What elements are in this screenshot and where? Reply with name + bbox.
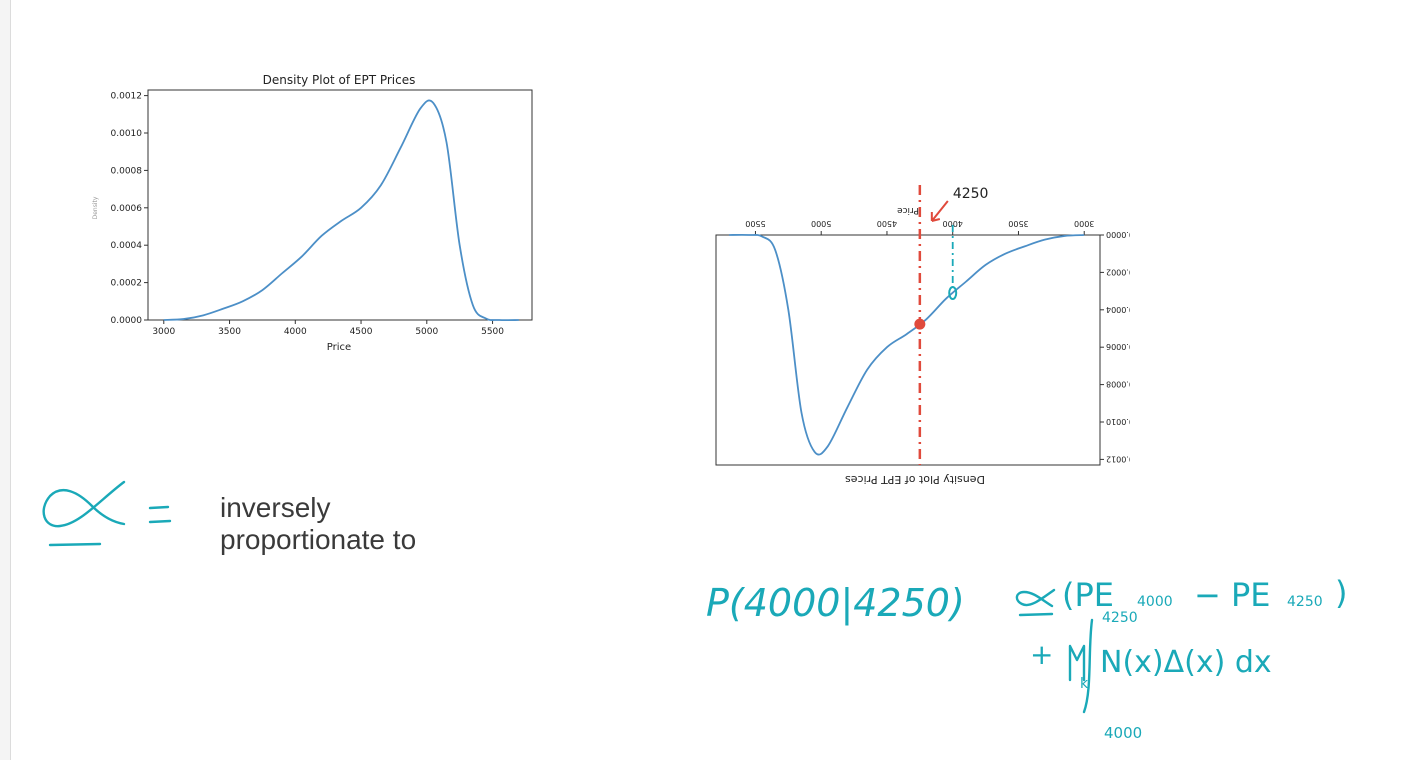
note-line-2: proportionate to bbox=[220, 524, 417, 555]
y-tick-label: 0.0006 bbox=[1106, 342, 1130, 351]
y-tick-label: 0.0012 bbox=[1106, 454, 1130, 463]
plot-frame bbox=[147, 89, 533, 321]
annotation-label-4250: 4250 bbox=[953, 186, 989, 202]
red-arrow-icon bbox=[930, 200, 949, 222]
y-tick-label: 0.0010 bbox=[1106, 417, 1130, 426]
y-axis-label: Density bbox=[92, 196, 99, 219]
y-tick-label: 0.0012 bbox=[111, 92, 143, 102]
x-tick-label: 3500 bbox=[218, 327, 241, 337]
teal-point-4000 bbox=[948, 285, 958, 300]
rotated-density-curve bbox=[729, 233, 1085, 456]
x-tick-label: 3000 bbox=[1074, 219, 1094, 228]
x-tick-label: 4000 bbox=[284, 327, 307, 337]
rotated-x-axis-label: Price bbox=[897, 205, 919, 215]
equation-minus-pe: − PE bbox=[1194, 576, 1271, 614]
x-tick-label: 4500 bbox=[350, 327, 373, 337]
equation-sub-4000: 4000 bbox=[1137, 594, 1173, 610]
y-tick-label: 0.0004 bbox=[1106, 305, 1130, 314]
note-line-1: inversely bbox=[220, 492, 331, 523]
x-axis-label: Price bbox=[327, 342, 351, 353]
rotated-plot-frame bbox=[715, 234, 1101, 466]
equation-k: k bbox=[1080, 676, 1089, 692]
equation-sub-4250: 4250 bbox=[1287, 594, 1323, 610]
y-tick-label: 0.0002 bbox=[1106, 267, 1130, 276]
density-chart-rotated: Density Plot of EPT Prices 0.0000 0.0002 0… bbox=[715, 185, 1130, 485]
proportional-symbol-small-icon bbox=[1015, 588, 1056, 608]
equals-sign-icon bbox=[148, 505, 172, 524]
x-tick-label: 5500 bbox=[745, 219, 765, 228]
symbol-legend-note: inversely proportionate to bbox=[220, 492, 416, 556]
equation-under-4250: 4250 bbox=[1102, 610, 1138, 626]
proportional-underline-small-icon bbox=[1018, 612, 1054, 617]
proportional-symbol-icon bbox=[42, 480, 126, 528]
chart-title: Density Plot of EPT Prices bbox=[263, 73, 416, 87]
y-tick-label: 0.0004 bbox=[111, 241, 143, 251]
x-tick-label: 5000 bbox=[415, 327, 438, 337]
equation-plus: + bbox=[1030, 638, 1053, 671]
integral-sign-icon bbox=[1082, 618, 1094, 714]
x-tick-label: 5000 bbox=[811, 219, 831, 228]
y-tick-label: 0.0008 bbox=[111, 166, 143, 176]
y-tick-label: 0.0000 bbox=[111, 316, 143, 326]
red-point-4250 bbox=[914, 318, 926, 330]
density-curve bbox=[163, 99, 519, 322]
equation-integral-body: N(x)Δ(x) dx bbox=[1100, 645, 1272, 680]
equation-left: P(4000|4250) bbox=[706, 581, 965, 626]
m-letter-icon bbox=[1068, 644, 1086, 682]
x-tick-label: 4500 bbox=[877, 219, 897, 228]
y-tick-label: 0.0002 bbox=[111, 279, 143, 289]
y-tick-label: 0.0006 bbox=[111, 204, 143, 214]
equation-close-paren: ) bbox=[1335, 574, 1347, 612]
rotated-chart-title: Density Plot of EPT Prices bbox=[845, 473, 985, 485]
y-tick-label: 0.0008 bbox=[1106, 380, 1130, 389]
density-chart-original: Density Plot of EPT Prices 0.0000 0.0002 0… bbox=[92, 73, 533, 353]
x-tick-label: 4000 bbox=[943, 219, 963, 228]
x-tick-label: 3000 bbox=[152, 327, 175, 337]
left-margin-rule bbox=[0, 0, 11, 760]
proportional-underline-icon bbox=[48, 542, 102, 547]
equation-lower-limit: 4000 bbox=[1104, 724, 1142, 742]
equation-pe-open: (PE bbox=[1062, 576, 1114, 614]
x-tick-label: 3500 bbox=[1008, 219, 1028, 228]
x-tick-label: 5500 bbox=[481, 327, 504, 337]
y-tick-label: 0.0010 bbox=[111, 129, 143, 139]
y-tick-label: 0.0000 bbox=[1106, 230, 1130, 239]
